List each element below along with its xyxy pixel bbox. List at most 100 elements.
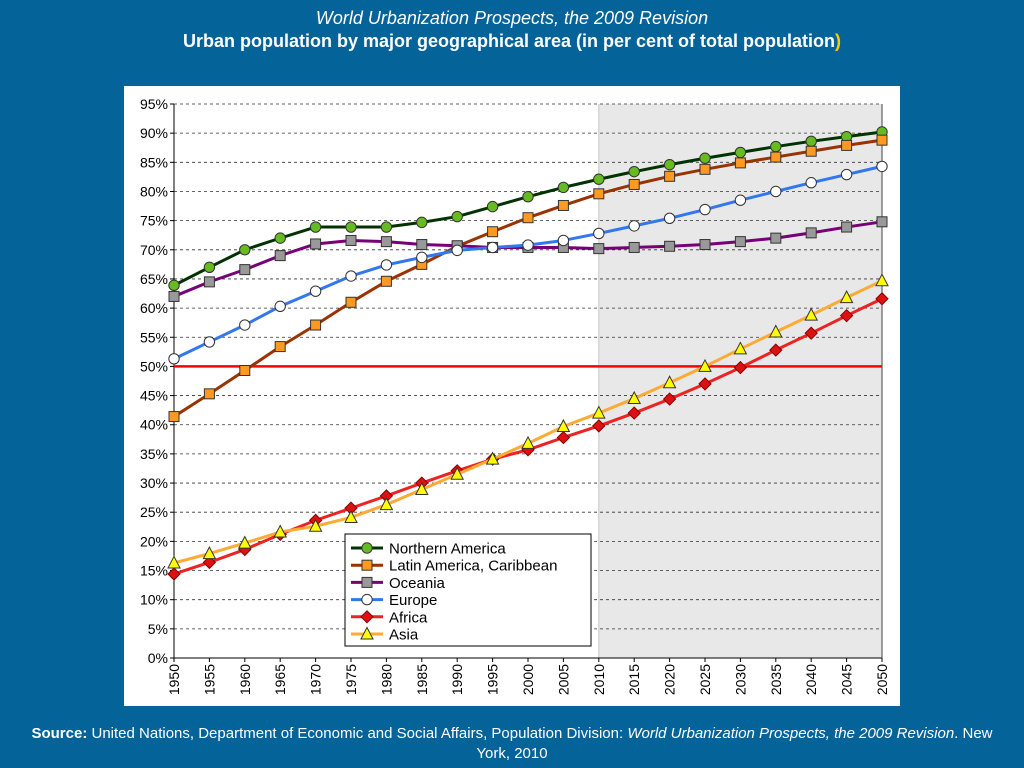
source-label: Source: bbox=[31, 725, 88, 742]
data-point-africa bbox=[627, 406, 641, 420]
data-point-northern-america bbox=[274, 232, 286, 244]
data-point-europe bbox=[203, 336, 216, 348]
x-tick-label: 2000 bbox=[520, 664, 536, 695]
data-point-oceania bbox=[416, 239, 428, 251]
y-tick-label: 75% bbox=[140, 213, 168, 229]
data-point-africa bbox=[804, 326, 818, 340]
data-point-europe bbox=[840, 168, 853, 181]
data-point-latin-america-caribbean bbox=[557, 199, 569, 211]
data-point-latin-america-caribbean bbox=[664, 170, 676, 182]
data-point-oceania bbox=[380, 236, 392, 248]
chart-title: World Urbanization Prospects, the 2009 R… bbox=[315, 8, 709, 28]
data-point-asia bbox=[839, 290, 854, 304]
legend-swatch-marker bbox=[361, 576, 373, 588]
data-point-oceania bbox=[203, 276, 215, 288]
data-point-asia bbox=[627, 390, 642, 404]
data-point-oceania bbox=[168, 290, 180, 302]
data-point-northern-america bbox=[805, 135, 817, 148]
data-point-latin-america-caribbean bbox=[628, 178, 640, 190]
data-point-asia bbox=[414, 481, 429, 495]
data-point-europe bbox=[416, 251, 428, 264]
y-tick-label: 55% bbox=[140, 329, 168, 345]
data-point-europe bbox=[593, 227, 605, 240]
y-tick-label: 50% bbox=[140, 358, 168, 374]
data-point-europe bbox=[239, 319, 251, 331]
y-tick-label: 5% bbox=[148, 621, 168, 637]
data-point-africa bbox=[875, 292, 889, 306]
data-point-latin-america-caribbean bbox=[734, 157, 746, 169]
data-point-europe bbox=[380, 259, 393, 271]
data-point-oceania bbox=[345, 234, 357, 246]
y-tick-label: 80% bbox=[140, 183, 168, 199]
data-point-northern-america bbox=[593, 173, 605, 185]
data-point-asia bbox=[698, 358, 712, 372]
x-tick-label: 1995 bbox=[485, 664, 501, 695]
data-point-oceania bbox=[841, 221, 853, 233]
y-tick-label: 95% bbox=[140, 96, 168, 112]
x-tick-label: 2010 bbox=[591, 664, 607, 695]
data-point-asia bbox=[591, 405, 606, 419]
data-point-africa bbox=[592, 419, 606, 433]
data-point-latin-america-caribbean bbox=[310, 319, 322, 331]
legend-label: Europe bbox=[389, 592, 437, 609]
data-point-asia bbox=[344, 509, 358, 523]
data-point-asia bbox=[485, 451, 500, 465]
data-point-latin-america-caribbean bbox=[239, 365, 251, 377]
data-point-northern-america bbox=[416, 216, 428, 229]
y-tick-label: 60% bbox=[140, 300, 168, 316]
y-tick-label: 40% bbox=[140, 417, 168, 433]
data-point-latin-america-caribbean bbox=[380, 275, 392, 287]
data-point-latin-america-caribbean bbox=[699, 163, 711, 175]
chart-subtitle: Urban population by major geographical a… bbox=[0, 31, 1024, 52]
data-point-oceania bbox=[239, 264, 251, 276]
legend-label: Northern America bbox=[389, 541, 506, 558]
data-point-asia bbox=[733, 341, 748, 355]
legend-label: Asia bbox=[389, 627, 419, 644]
data-point-northern-america bbox=[628, 165, 640, 178]
data-point-latin-america-caribbean bbox=[168, 411, 180, 423]
data-point-northern-america bbox=[699, 152, 711, 164]
data-point-latin-america-caribbean bbox=[522, 212, 534, 224]
data-point-northern-america bbox=[663, 158, 676, 171]
data-point-europe bbox=[663, 212, 676, 224]
data-point-africa bbox=[662, 392, 677, 406]
data-point-oceania bbox=[593, 243, 605, 255]
y-tick-label: 20% bbox=[140, 533, 168, 549]
data-point-oceania bbox=[664, 240, 676, 252]
x-tick-label: 2015 bbox=[626, 664, 642, 695]
data-point-asia bbox=[237, 535, 252, 549]
data-point-europe bbox=[628, 220, 640, 232]
data-point-europe bbox=[557, 234, 570, 247]
chart-panel: 0% 5% 10% 15% 20% 25% 30% 35% 40% 45% 50% 55% 60% 65%… bbox=[124, 86, 900, 706]
data-point-asia bbox=[202, 546, 217, 560]
x-tick-label: 1955 bbox=[201, 664, 217, 695]
source-publication: World Urbanization Prospects, the 2009 R… bbox=[627, 725, 955, 742]
data-point-latin-america-caribbean bbox=[841, 139, 853, 151]
x-tick-label: 1985 bbox=[414, 664, 430, 695]
data-point-asia bbox=[379, 497, 394, 511]
data-point-latin-america-caribbean bbox=[487, 226, 499, 238]
data-point-northern-america bbox=[734, 146, 747, 159]
data-point-asia bbox=[308, 518, 323, 532]
legend-swatch-marker bbox=[360, 626, 374, 640]
data-point-latin-america-caribbean bbox=[203, 388, 215, 400]
data-point-asia bbox=[768, 324, 783, 338]
series-europe bbox=[168, 160, 888, 365]
data-point-northern-america bbox=[309, 221, 322, 233]
data-point-latin-america-caribbean bbox=[345, 296, 357, 308]
y-tick-label: 30% bbox=[140, 475, 168, 491]
y-tick-label: 25% bbox=[140, 504, 168, 520]
x-tick-label: 2030 bbox=[732, 664, 748, 695]
data-point-europe bbox=[451, 244, 463, 257]
y-tick-label: 0% bbox=[148, 650, 168, 666]
x-tick-label: 1980 bbox=[378, 664, 394, 695]
data-point-africa bbox=[167, 567, 181, 581]
source-note: Source: United Nations, Department of Ec… bbox=[16, 724, 1008, 764]
x-tick-label: 1950 bbox=[166, 664, 182, 695]
data-point-europe bbox=[274, 300, 286, 313]
x-tick-label: 1970 bbox=[308, 664, 324, 695]
data-point-asia bbox=[450, 466, 465, 480]
data-point-europe bbox=[770, 185, 782, 198]
data-point-oceania bbox=[274, 250, 286, 262]
data-point-africa bbox=[556, 430, 571, 445]
